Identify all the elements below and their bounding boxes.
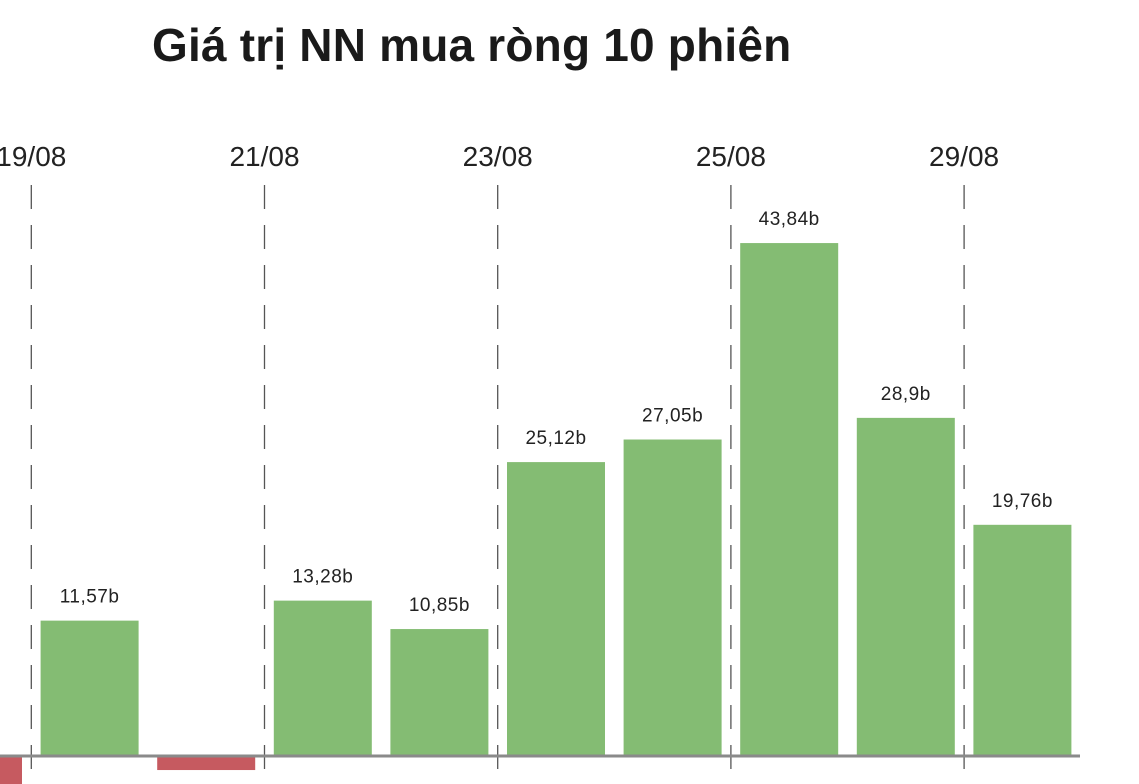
chart-title: Giá trị NN mua ròng 10 phiên (152, 19, 792, 71)
bar-22/08 (273, 600, 372, 756)
x-tick-label: 29/08 (929, 141, 999, 172)
bar-value-label: 13,28b (292, 567, 353, 588)
bar-19/08 (0, 756, 22, 784)
bars (0, 243, 1072, 784)
x-tick-label: 25/08 (696, 141, 766, 172)
bar-20/08 (40, 620, 139, 756)
bar-28/08 (740, 243, 839, 756)
x-tick-label: 19/08 (0, 141, 66, 172)
data-labels: 11,57b 13,28b 10,85b 25,12b 27,05b 43,84b 28,9… (60, 209, 1053, 616)
bar-value-label: 28,9b (881, 384, 931, 405)
x-axis-ticks: 19/08 21/08 23/08 25/08 29/08 (0, 141, 999, 172)
bar-24/08 (507, 462, 605, 756)
bar-value-label: 25,12b (525, 428, 586, 449)
bar-value-label: 43,84b (759, 209, 820, 230)
gridlines (30, 185, 965, 784)
bar-value-label: 27,05b (642, 406, 703, 427)
bar-29/08 (856, 417, 955, 756)
x-tick-label: 21/08 (229, 141, 299, 172)
bar-value-label: 19,76b (992, 491, 1053, 512)
bar-value-label: 11,57b (60, 587, 120, 608)
bar-25/08 (623, 439, 722, 756)
bar-23/08 (390, 629, 489, 756)
bar-21/08 (157, 756, 256, 771)
x-tick-label: 23/08 (463, 141, 533, 172)
bar-value-label: 10,85b (409, 595, 470, 616)
bar-30/08 (973, 524, 1072, 756)
